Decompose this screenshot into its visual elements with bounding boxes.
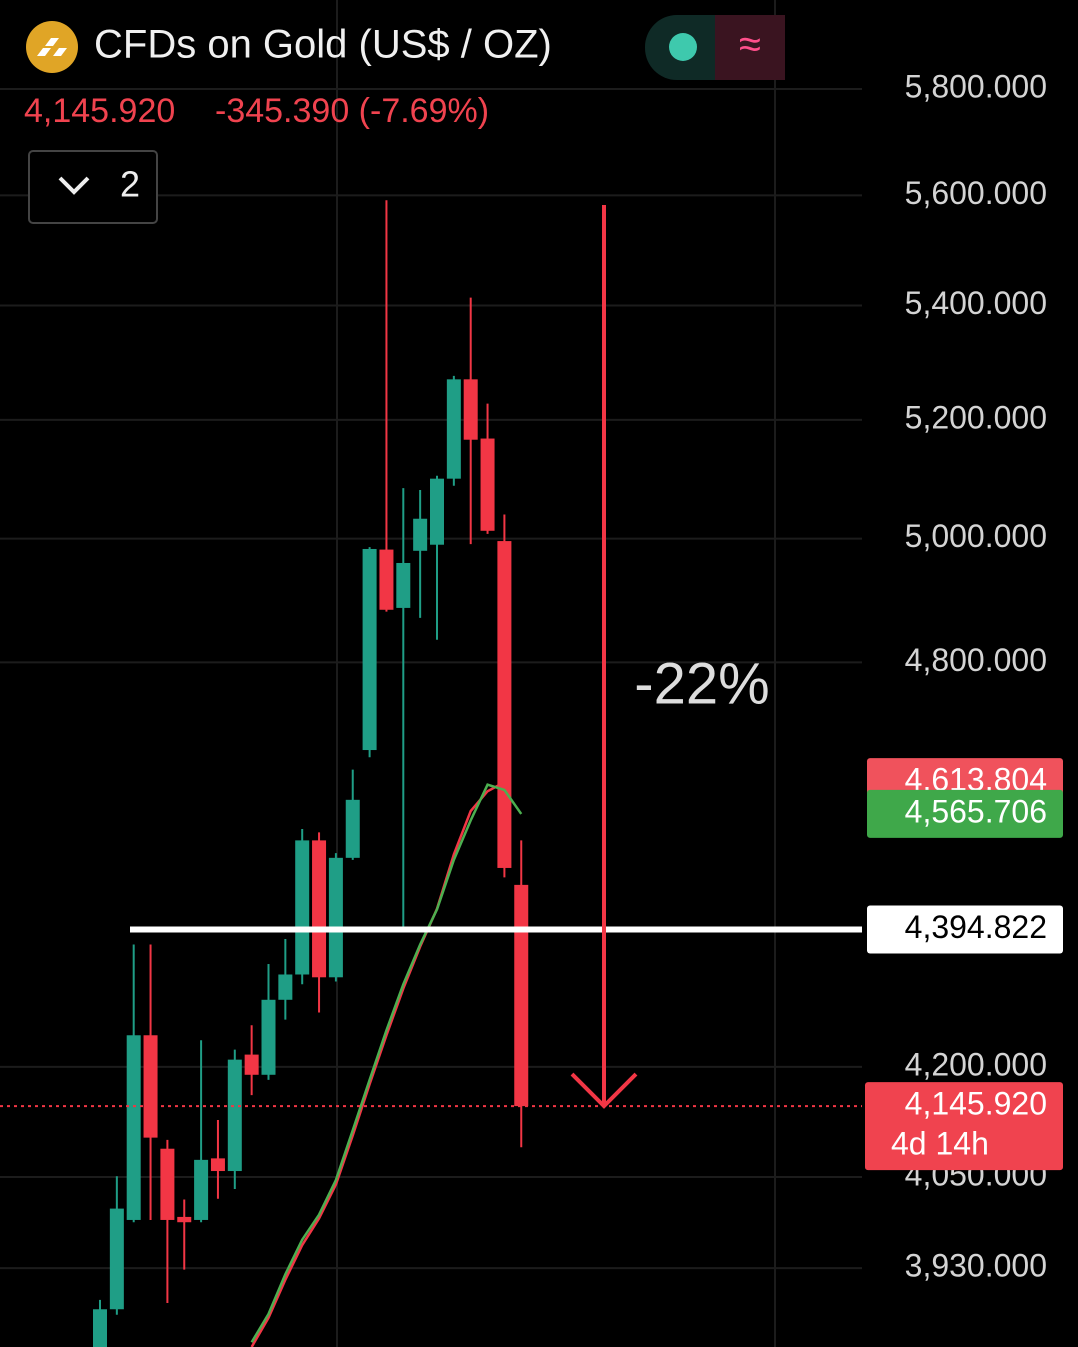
change: -345.390 (-7.69%) (215, 92, 489, 130)
annotation: -22% (634, 651, 769, 716)
candle-body (312, 840, 327, 978)
candle-body (514, 884, 529, 1107)
y-tick-label: 5,200.000 (905, 399, 1047, 435)
candle-body (278, 974, 293, 1000)
indicator-count: 2 (120, 164, 140, 205)
gold-bars (37, 38, 67, 56)
chevron (58, 176, 90, 195)
candle-body (413, 518, 428, 551)
candle-body (177, 1216, 192, 1223)
y-tick-label: 4,200.000 (905, 1046, 1047, 1082)
level-price-box (867, 905, 1063, 954)
candle-body (143, 1035, 158, 1138)
candle-body (227, 1059, 242, 1172)
y-tick-label: 4,800.000 (905, 642, 1047, 678)
level-price-label: 4,394.822 (905, 909, 1047, 945)
candle-body (480, 438, 495, 531)
candle-body (194, 1159, 209, 1220)
candle-body (362, 548, 377, 751)
candle-body (328, 857, 343, 978)
toggle-right[interactable] (715, 15, 785, 80)
indicator-toggle[interactable] (28, 150, 158, 224)
candle-body (396, 562, 411, 608)
y-tick-label: 5,800.000 (905, 68, 1047, 104)
candle-body (430, 478, 444, 545)
ma-price-box (867, 789, 1063, 838)
candle-body (93, 1309, 107, 1347)
close-box (865, 1082, 1063, 1171)
y-tick-label: 5,400.000 (905, 285, 1047, 321)
close-label: 4,145.920 (905, 1086, 1047, 1122)
candle-body (210, 1158, 225, 1172)
countdown: 4d 14h (891, 1126, 989, 1162)
y-tick-label: 5,600.000 (905, 175, 1047, 211)
arrow-head (570, 1072, 638, 1109)
candle-body (160, 1148, 175, 1220)
candle-body (463, 379, 478, 440)
candle-body (109, 1208, 124, 1310)
title: CFDs on Gold (US$ / OZ) (94, 23, 552, 67)
candle-body (446, 379, 461, 479)
last-price: 4,145.920 (24, 92, 175, 130)
candle-body (379, 549, 394, 610)
y-tick-label: 5,000.000 (905, 518, 1047, 554)
indicator-icon: ≈ (739, 23, 761, 67)
candle-body (261, 999, 276, 1075)
candle-body (244, 1054, 259, 1075)
ma-price-label: 4,565.706 (905, 793, 1047, 829)
y-tick-label: 3,930.000 (905, 1248, 1047, 1284)
gold-icon (26, 21, 78, 73)
moving-average (250, 783, 523, 1343)
candle-body (126, 1035, 141, 1220)
candle-body (497, 541, 512, 868)
toggle-dot (669, 33, 697, 61)
candle-body (295, 840, 310, 975)
candle-body (345, 799, 360, 858)
moving-average (250, 781, 505, 1347)
